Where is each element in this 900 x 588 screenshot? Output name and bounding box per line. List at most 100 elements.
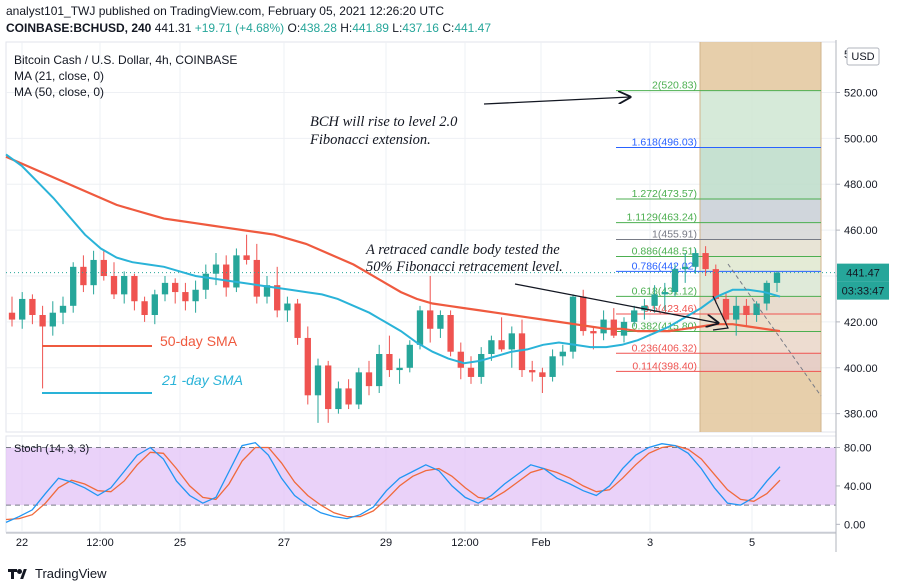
candle-up [121, 276, 128, 295]
fib-band [700, 296, 821, 314]
candle-down [80, 266, 87, 286]
bch-annotation-line1: BCH will rise to level 2.0 [310, 114, 458, 130]
candle-down [243, 255, 250, 260]
candle-down [141, 301, 148, 315]
fib-level-label: 0.114(398.40) [632, 360, 697, 372]
candle-down [580, 296, 587, 332]
candle-up [192, 289, 199, 302]
retrace-check-mark [712, 295, 729, 331]
low-value: 437.16 [402, 21, 439, 35]
brand-text: TradingView [35, 566, 107, 581]
candle-up [263, 285, 271, 297]
candle-up [733, 305, 740, 320]
x-tick-label: 27 [278, 537, 290, 549]
candle-down [722, 298, 730, 320]
candle-up [671, 269, 679, 293]
y-tick-label: 480.00 [844, 179, 878, 191]
candle-down [172, 282, 179, 293]
candle-up [753, 303, 760, 315]
candle-down [610, 319, 617, 336]
candle-up [661, 292, 668, 295]
y-tick-label: 400.00 [844, 363, 878, 375]
candle-down [539, 372, 546, 377]
candle-up [773, 272, 781, 283]
candle-up [488, 340, 495, 354]
symbol-label: COINBASE:BCHUSD, 240 [6, 21, 152, 35]
candle-up [508, 333, 515, 350]
fib-band [700, 147, 821, 199]
arrow-to-fib-05 [514, 283, 718, 323]
stoch-band-fill [6, 447, 836, 506]
fib-projection-line [727, 263, 822, 397]
high-label: H: [340, 21, 353, 35]
fib-bottom-band [700, 371, 821, 432]
tradingview-brand[interactable]: TradingView [8, 566, 107, 581]
tradingview-icon [8, 567, 30, 581]
current-price-text: 441.47 [846, 268, 880, 280]
candle-up [651, 294, 658, 306]
candle-up [49, 312, 56, 327]
retrace-annotation-line2: 50% Fibonacci retracement level. [366, 259, 563, 275]
stoch-y-tick-label: 40.00 [844, 481, 872, 493]
open-value: 438.28 [300, 21, 337, 35]
candle-up [692, 253, 699, 267]
retrace-annotation-line1: A retraced candle body tested the [365, 242, 560, 258]
ma21-legend[interactable]: MA (21, close, 0) [14, 69, 105, 83]
candle-down [182, 292, 189, 302]
close-label: C: [442, 21, 455, 35]
candle-up [355, 372, 362, 405]
sma50-label: 50-day SMA [160, 333, 238, 349]
fib-band [700, 353, 821, 372]
last-price: 441.31 [154, 21, 192, 35]
candle-down [39, 315, 46, 327]
countdown-tag [837, 281, 889, 300]
candle-down [590, 331, 597, 334]
candle-up [416, 310, 424, 345]
fib-level-label: 0.786(442.02) [632, 260, 697, 272]
y-tick-label: 380.00 [844, 409, 878, 421]
fib-level-label: 1.618(496.03) [632, 136, 697, 148]
candle-up [202, 273, 209, 290]
candle-down [518, 333, 526, 371]
candle-down [529, 370, 536, 373]
stoch-d-line [5, 444, 781, 521]
sma21-label: 21 -day SMA [161, 372, 243, 388]
arrow-to-fib-2 [483, 97, 630, 105]
x-tick-label: 29 [380, 537, 392, 549]
fib-band [700, 313, 821, 332]
ma50-legend[interactable]: MA (50, close, 0) [14, 85, 105, 99]
candle-up [406, 344, 413, 368]
x-tick-label: 12:00 [451, 537, 479, 549]
candle-up [641, 305, 648, 311]
stoch-y-tick-label: 80.00 [844, 443, 872, 455]
stoch-k-line [5, 441, 781, 523]
candle-down [294, 303, 301, 338]
high-value: 441.89 [352, 21, 389, 35]
candle-up [212, 264, 220, 274]
y-tick-label: 520.00 [844, 87, 878, 99]
x-tick-label: 5 [749, 537, 755, 549]
current-price-tag [837, 263, 889, 282]
y-tick-label: 460.00 [844, 225, 878, 237]
fib-band [700, 198, 821, 223]
candle-down [8, 312, 16, 320]
x-tick-label: 22 [16, 537, 28, 549]
x-tick-label: Feb [532, 537, 551, 549]
candle-up [682, 266, 689, 270]
candle-up [59, 305, 67, 313]
stoch-y-tick-label: 0.00 [844, 519, 865, 531]
candle-up [396, 367, 403, 371]
candle-down [457, 351, 464, 368]
x-tick-label: 3 [647, 537, 653, 549]
candle-down [345, 388, 352, 405]
countdown-text: 03:33:47 [842, 286, 885, 298]
candle-down [743, 305, 750, 315]
fib-level-label: 1(455.91) [652, 229, 697, 241]
fib-level-label: 2(520.83) [652, 80, 697, 92]
candle-down [253, 259, 260, 297]
candle-down [29, 298, 36, 315]
candle-down [702, 253, 709, 270]
fib-level-label: 1.1129(463.24) [627, 212, 697, 224]
candle-up [284, 303, 291, 311]
